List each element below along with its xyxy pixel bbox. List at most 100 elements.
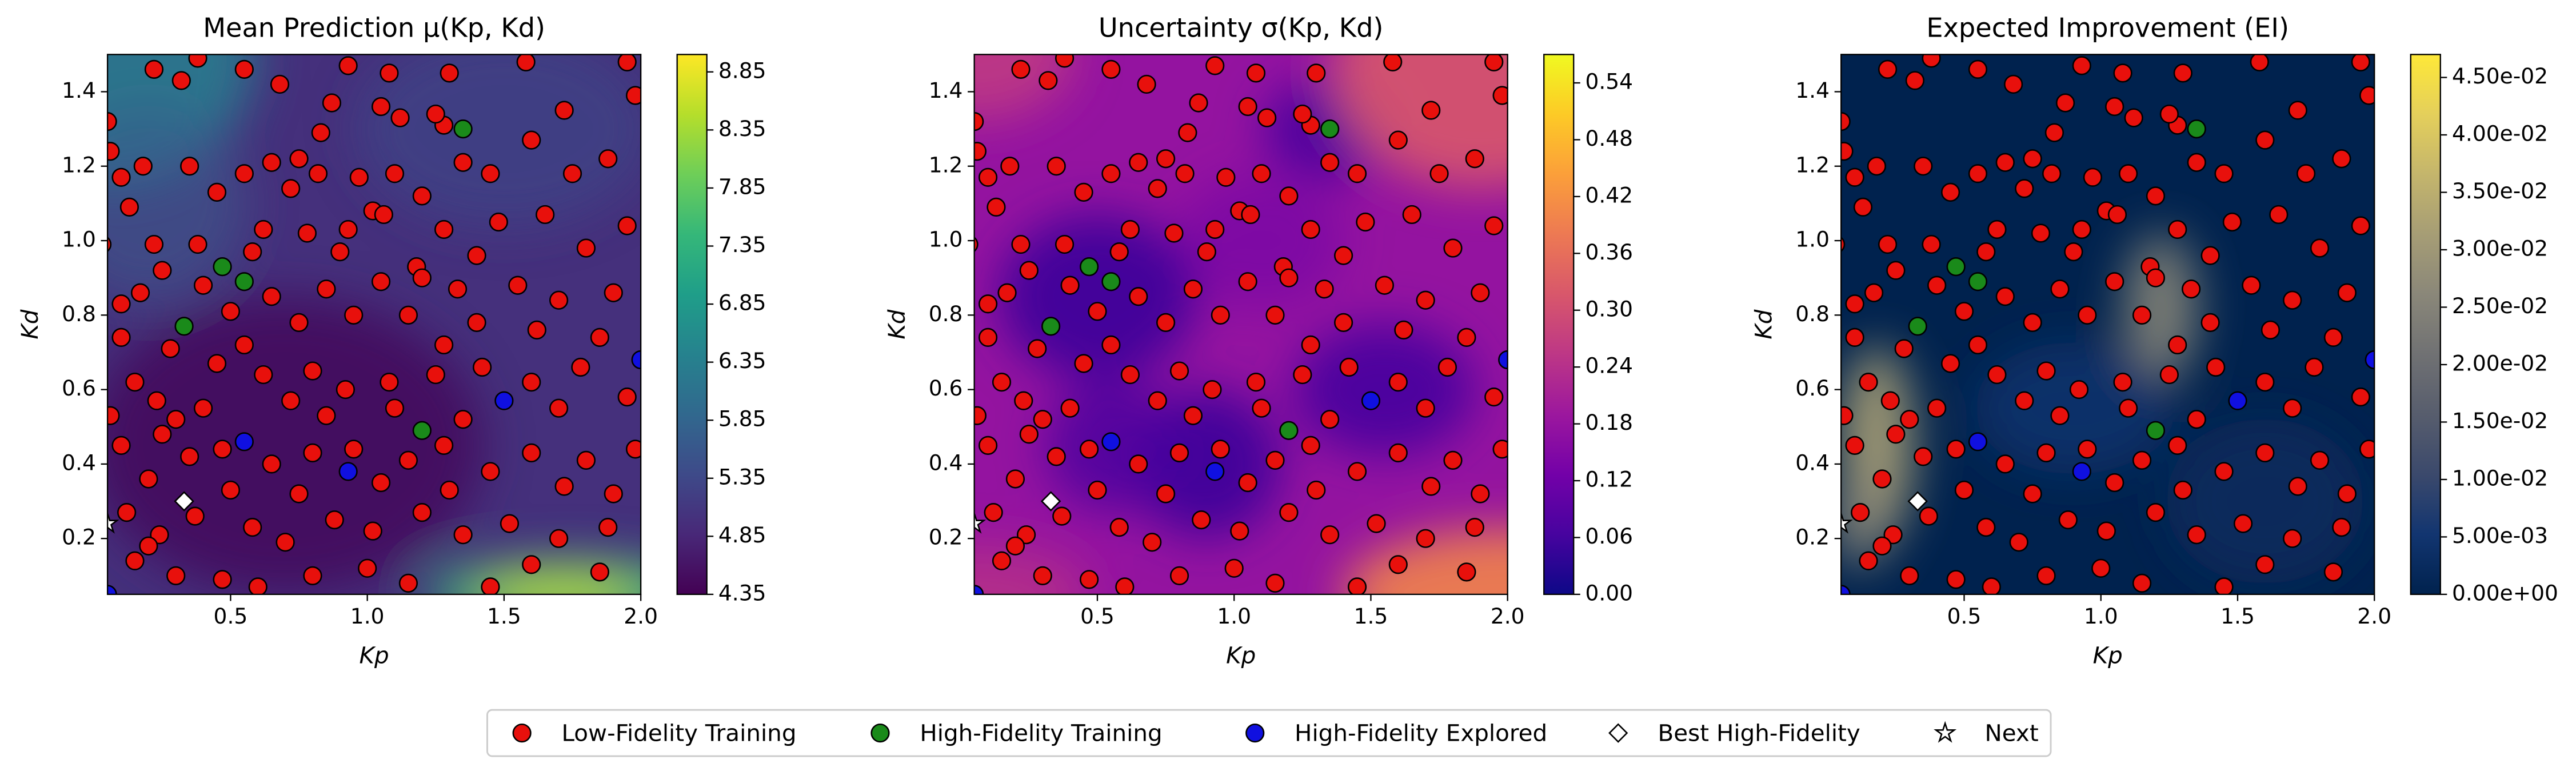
point — [1841, 111, 1851, 131]
point — [522, 555, 541, 574]
point — [234, 272, 254, 291]
point — [2214, 577, 2234, 594]
colorbar-tick-label: 0.18 — [1585, 410, 1633, 435]
x-tick-label: 0.5 — [214, 604, 248, 629]
point — [2187, 410, 2206, 429]
point — [1169, 443, 1189, 462]
point — [2310, 238, 2330, 258]
point — [234, 59, 254, 79]
point — [2168, 436, 2187, 455]
point — [380, 372, 399, 392]
point — [2146, 186, 2166, 206]
y-tick-label: 0.4 — [62, 450, 96, 475]
point — [185, 506, 205, 526]
point — [1019, 425, 1039, 444]
point — [188, 54, 207, 68]
point — [289, 313, 309, 332]
point — [1995, 454, 2015, 474]
x-tick-label: 1.0 — [1217, 604, 1251, 629]
point — [2168, 219, 2187, 239]
point — [1238, 272, 1257, 291]
point — [2310, 450, 2330, 470]
point — [2072, 462, 2091, 481]
colorbar-tick-label: 0.12 — [1585, 467, 1633, 492]
point — [489, 212, 508, 232]
point — [398, 450, 418, 470]
point — [2015, 391, 2034, 410]
point — [434, 219, 454, 239]
y-tick-label: 0.8 — [62, 301, 96, 326]
y-tick-label: 0.2 — [62, 525, 96, 550]
point — [440, 480, 459, 500]
point — [2222, 212, 2242, 232]
point — [1040, 491, 1061, 512]
point — [1060, 275, 1080, 295]
legend-marker — [512, 723, 532, 743]
point — [1265, 450, 1285, 470]
point — [338, 219, 358, 239]
point — [2044, 123, 2064, 142]
point — [1320, 153, 1340, 172]
point — [1197, 242, 1216, 262]
point — [1968, 59, 1988, 79]
point — [984, 502, 1003, 522]
point — [130, 283, 150, 302]
point — [398, 573, 418, 593]
point — [144, 59, 164, 79]
point — [289, 149, 309, 169]
y-tick-label: 1.0 — [929, 227, 963, 252]
point — [453, 153, 473, 172]
point — [604, 484, 623, 504]
point — [2078, 305, 2097, 325]
point — [1183, 279, 1203, 299]
point — [1878, 59, 1898, 79]
point — [2146, 268, 2166, 287]
point — [2182, 279, 2201, 299]
point — [1252, 164, 1271, 183]
point — [1465, 518, 1484, 537]
point — [1238, 473, 1257, 493]
point — [1205, 219, 1225, 239]
point — [1279, 186, 1299, 206]
point — [467, 313, 486, 332]
point — [119, 197, 139, 217]
point — [2124, 108, 2143, 127]
point — [516, 54, 536, 71]
point — [2250, 54, 2269, 71]
point — [2323, 562, 2343, 582]
point — [1908, 317, 1927, 336]
point — [1987, 365, 2007, 385]
point — [1211, 440, 1230, 459]
point — [2255, 130, 2275, 150]
point — [1055, 234, 1075, 254]
point — [1429, 164, 1449, 183]
point — [311, 123, 330, 142]
point — [1995, 287, 2015, 306]
point — [2332, 518, 2351, 537]
point — [598, 149, 618, 169]
point — [1976, 518, 1996, 537]
point — [2072, 219, 2091, 239]
point — [1388, 372, 1408, 392]
point — [2009, 533, 2028, 552]
point — [1841, 511, 1853, 534]
plot-frame — [106, 54, 642, 596]
y-tick-label: 1.0 — [1795, 227, 1830, 252]
point — [139, 469, 158, 489]
point — [2173, 63, 2192, 83]
point — [1257, 108, 1277, 127]
point — [1252, 398, 1271, 418]
point — [467, 246, 486, 265]
heatmap-blob — [1179, 174, 1344, 307]
colorbar-tick-label: 7.35 — [718, 232, 766, 257]
point — [2058, 510, 2078, 530]
point — [1841, 585, 1851, 594]
point — [1115, 577, 1135, 594]
point — [2337, 484, 2357, 504]
point — [1471, 484, 1490, 504]
point — [1120, 365, 1140, 385]
point — [275, 533, 295, 552]
point — [281, 391, 301, 410]
point — [1019, 261, 1039, 280]
point — [1211, 305, 1230, 325]
